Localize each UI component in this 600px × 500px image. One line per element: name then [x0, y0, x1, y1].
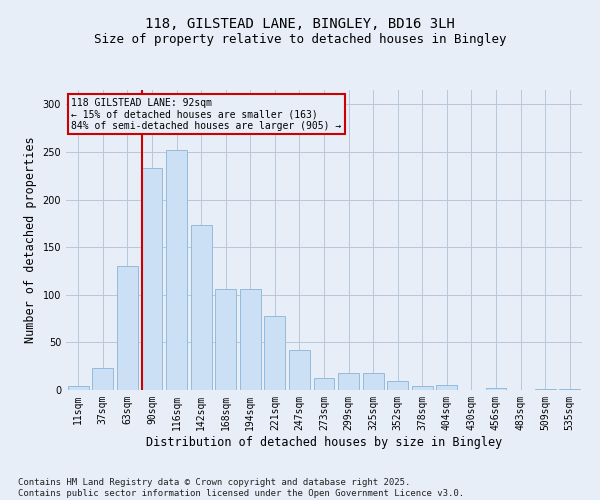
Bar: [387, 382, 408, 390]
Bar: [338, 373, 359, 390]
Text: 118 GILSTEAD LANE: 92sqm
← 15% of detached houses are smaller (163)
84% of semi-: 118 GILSTEAD LANE: 92sqm ← 15% of detach…: [71, 98, 341, 131]
Bar: [142, 168, 163, 390]
Bar: [191, 225, 212, 390]
Bar: [535, 389, 556, 390]
Bar: [485, 388, 506, 390]
Bar: [436, 385, 457, 390]
Text: 118, GILSTEAD LANE, BINGLEY, BD16 3LH: 118, GILSTEAD LANE, BINGLEY, BD16 3LH: [145, 18, 455, 32]
Bar: [166, 150, 187, 390]
Bar: [559, 389, 580, 390]
Text: Contains HM Land Registry data © Crown copyright and database right 2025.
Contai: Contains HM Land Registry data © Crown c…: [18, 478, 464, 498]
X-axis label: Distribution of detached houses by size in Bingley: Distribution of detached houses by size …: [146, 436, 502, 448]
Bar: [240, 289, 261, 390]
Bar: [362, 373, 383, 390]
Bar: [68, 386, 89, 390]
Bar: [265, 316, 286, 390]
Bar: [289, 350, 310, 390]
Bar: [412, 386, 433, 390]
Bar: [92, 368, 113, 390]
Bar: [215, 289, 236, 390]
Bar: [117, 266, 138, 390]
Y-axis label: Number of detached properties: Number of detached properties: [24, 136, 37, 344]
Text: Size of property relative to detached houses in Bingley: Size of property relative to detached ho…: [94, 32, 506, 46]
Bar: [314, 378, 334, 390]
